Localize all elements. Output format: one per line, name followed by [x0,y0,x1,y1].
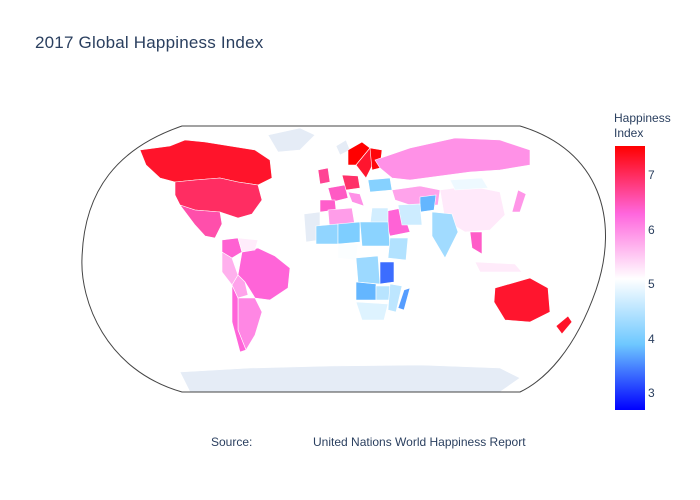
colorbar-title-line2: Index [614,126,644,140]
country-region[interactable] [387,283,403,313]
country-region[interactable] [397,203,423,226]
chart-title: 2017 Global Happiness Index [35,33,264,52]
colorbar-tick-label: 4 [648,331,655,346]
country-region[interactable] [355,301,389,321]
country-region[interactable] [231,274,249,299]
country-region[interactable] [397,287,411,311]
country-region[interactable] [337,221,361,245]
country-region[interactable] [374,137,531,181]
country-region[interactable] [237,237,259,253]
colorbar-title: Happiness Index [614,111,684,141]
country-region[interactable] [555,315,573,335]
country-region[interactable] [355,281,377,301]
country-region[interactable] [337,243,359,261]
country-region[interactable] [139,139,273,186]
country-region[interactable] [367,177,393,193]
colorbar-tick-label: 3 [648,386,655,401]
country-region[interactable] [179,204,223,239]
source-value: United Nations World Happiness Report [313,435,526,449]
country-region[interactable] [221,237,243,259]
country-region[interactable] [493,277,551,323]
country-region[interactable] [387,237,409,261]
country-region[interactable] [327,184,349,203]
colorbar-tick-label: 7 [648,168,655,183]
country-region[interactable] [347,191,365,207]
country-region[interactable] [375,285,391,301]
country-region[interactable] [431,211,459,259]
colorbar [615,146,645,410]
source-label: Source: [211,435,253,449]
country-region[interactable] [315,223,339,245]
country-region[interactable] [469,231,483,255]
country-region[interactable] [317,167,331,185]
country-region[interactable] [474,261,523,273]
country-region[interactable] [355,255,381,285]
unmapped-landmass [179,364,521,392]
country-region[interactable] [341,174,361,191]
country-region[interactable] [511,189,527,213]
country-region[interactable] [449,177,489,191]
country-region[interactable] [379,261,395,285]
unmapped-landmass [267,127,316,153]
globe-outline [81,125,606,393]
colorbar-title-line1: Happiness [614,111,671,125]
colorbar-tick-label: 5 [648,277,655,292]
country-region[interactable] [419,194,437,213]
colorbar-tick-label: 6 [648,222,655,237]
country-region[interactable] [359,221,391,247]
